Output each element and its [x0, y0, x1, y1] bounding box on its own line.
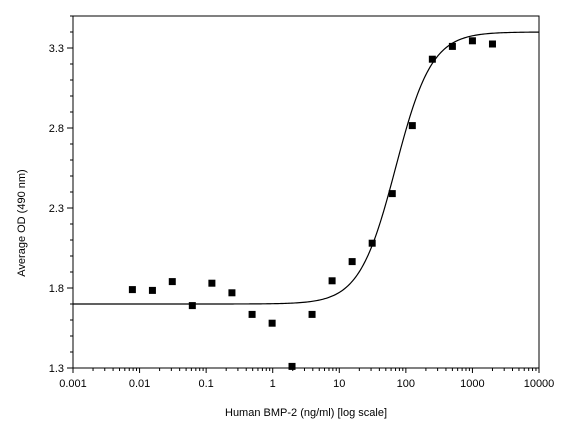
data-point	[128, 286, 136, 294]
data-point	[468, 37, 476, 45]
x-tick-label: 10	[333, 378, 345, 390]
data-point	[388, 190, 396, 198]
y-axis-title: Average OD (490 nm)	[16, 169, 28, 276]
plot-frame	[72, 15, 540, 369]
data-point	[448, 42, 456, 50]
data-point	[288, 362, 296, 370]
y-tick-label: 1.8	[49, 283, 64, 295]
data-point	[368, 239, 376, 247]
x-tick-label: 0.001	[59, 378, 87, 390]
data-point	[328, 277, 336, 285]
data-point	[308, 310, 316, 318]
x-tick-label: 1000	[460, 378, 484, 390]
data-point	[188, 302, 196, 310]
data-point	[408, 122, 416, 130]
data-point	[148, 286, 156, 294]
data-point	[168, 278, 176, 286]
x-tick-label: 0.01	[129, 378, 150, 390]
data-point	[348, 258, 356, 266]
y-tick-label: 3.3	[49, 43, 64, 55]
y-tick-label: 1.3	[49, 363, 64, 375]
data-point	[208, 279, 216, 287]
data-point	[248, 310, 256, 318]
y-tick-label: 2.3	[49, 203, 64, 215]
x-tick-label: 1	[270, 378, 276, 390]
fit-curve	[73, 31, 540, 305]
x-tick-label: 0.1	[198, 378, 213, 390]
y-tick-label: 2.8	[49, 123, 64, 135]
data-point	[428, 55, 436, 63]
x-tick-label: 10000	[524, 378, 555, 390]
x-axis-title: Human BMP-2 (ng/ml) [log scale]	[225, 407, 387, 419]
data-point	[488, 40, 496, 48]
data-point	[268, 319, 276, 327]
data-point	[228, 289, 236, 297]
x-tick-label: 100	[397, 378, 415, 390]
